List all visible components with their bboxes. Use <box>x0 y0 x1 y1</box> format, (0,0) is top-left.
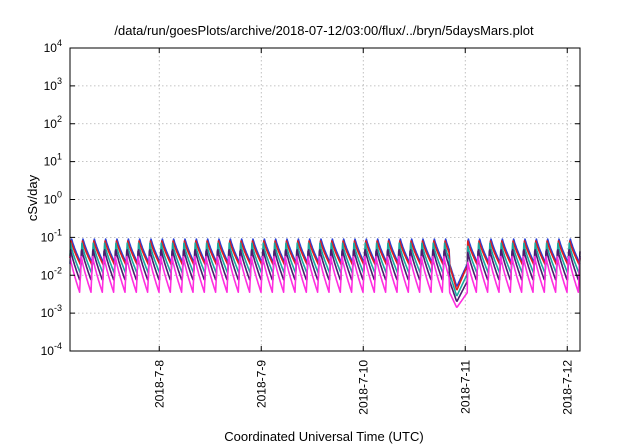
series-line <box>69 249 581 303</box>
y-tick-label: 104 <box>44 38 62 55</box>
y-tick-label: 100 <box>44 190 62 207</box>
y-tick-label: 102 <box>44 114 62 131</box>
y-tick-label: 10-1 <box>41 227 62 244</box>
y-tick-label: 103 <box>44 76 62 93</box>
x-tick-label: 2018-7-11 <box>458 360 472 414</box>
x-tick-label: 2018-7-12 <box>560 360 574 415</box>
series-line <box>69 255 581 309</box>
x-axis-label: Coordinated Universal Time (UTC) <box>224 429 423 444</box>
x-tick-label: 2018-7-9 <box>254 360 268 408</box>
series-line <box>69 240 581 291</box>
x-tick-labels: 2018-7-8 2018-7-9 2018-7-10 2018-7-11 2018-7… <box>152 360 574 415</box>
series-line <box>69 238 581 287</box>
x-tick-label: 2018-7-10 <box>356 360 370 415</box>
chart-title: /data/run/goesPlots/archive/2018-07-12/0… <box>114 23 534 38</box>
y-tick-label: 101 <box>44 152 62 169</box>
y-tick-label: 10-3 <box>41 303 62 320</box>
series-line <box>69 242 581 297</box>
grid-lines <box>70 48 580 351</box>
y-tick-label: 10-4 <box>41 341 62 358</box>
series-group <box>69 238 581 309</box>
y-tick-labels: 10-4 10-3 10-2 10-1 100 101 102 103 104 <box>41 38 62 358</box>
x-tick-label: 2018-7-8 <box>152 360 166 408</box>
axis-ticks <box>70 47 580 352</box>
y-axis-label: cSv/day <box>25 174 40 221</box>
y-tick-label: 10-2 <box>41 265 62 282</box>
